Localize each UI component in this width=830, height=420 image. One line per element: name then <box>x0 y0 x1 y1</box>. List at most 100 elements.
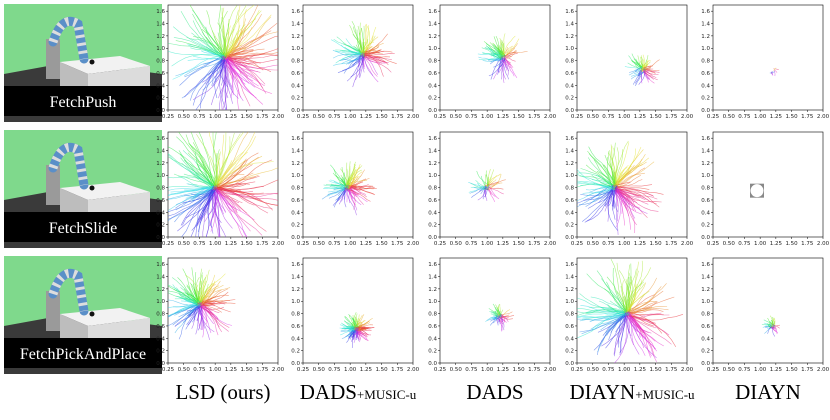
trajectory <box>619 311 630 355</box>
y-tick-label: 0.8 <box>156 312 165 318</box>
y-tick-label: 1.2 <box>701 287 710 293</box>
y-tick-label: 1.0 <box>291 299 300 305</box>
y-tick-label: 1.2 <box>701 161 710 167</box>
trajectory <box>627 293 645 312</box>
trajectory <box>761 324 772 326</box>
trajectory <box>476 170 489 186</box>
trajectory <box>629 314 640 355</box>
trajectory <box>346 56 363 82</box>
trajectory <box>323 185 347 190</box>
trajectory <box>223 14 272 58</box>
trajectory <box>191 189 217 196</box>
y-tick-label: 1.0 <box>428 299 437 305</box>
trajectory <box>216 189 241 193</box>
trajectory <box>323 184 345 187</box>
trajectory <box>348 314 359 328</box>
trajectory <box>222 59 241 98</box>
trajectories <box>339 312 375 348</box>
trajectory <box>577 187 615 202</box>
y-tick-label: 1.4 <box>428 275 437 281</box>
trajectory <box>168 186 214 189</box>
x-tick-label: 0.25 <box>571 241 584 247</box>
y-tick-label: 0.8 <box>428 312 437 318</box>
x-tick-label: 1.50 <box>375 114 388 120</box>
trajectory <box>225 55 264 89</box>
x-tick-label: 1.25 <box>497 241 510 247</box>
trajectory <box>580 168 616 187</box>
y-tick-label: 1.0 <box>156 46 165 52</box>
x-tick-label: 0.25 <box>162 241 175 247</box>
trajectory <box>344 186 347 208</box>
x-tick-label: 0.50 <box>178 114 191 120</box>
y-tick-label: 1.6 <box>156 9 165 15</box>
y-tick-label: 0.8 <box>565 59 574 65</box>
y-tick-label: 0.2 <box>701 349 710 355</box>
trajectory <box>481 51 503 56</box>
trajectory <box>348 185 375 188</box>
trajectory <box>189 143 216 188</box>
trajectory <box>625 268 637 314</box>
y-tick-label: 1.4 <box>156 149 165 155</box>
trajectory <box>168 186 215 200</box>
trajectory <box>225 24 246 58</box>
x-tick-label: 0.50 <box>587 241 600 247</box>
trajectory <box>486 176 489 190</box>
env-label: FetchPush <box>50 94 117 111</box>
trajectory <box>349 186 367 195</box>
y-tick-label: 0.6 <box>428 324 437 330</box>
trajectory <box>200 299 236 306</box>
x-tick-label: 0.75 <box>465 114 478 120</box>
trajectories <box>168 5 278 110</box>
trajectory <box>172 306 199 308</box>
env-image: FetchPickAndPlace <box>4 256 162 374</box>
y-tick-label: 0.4 <box>291 210 300 216</box>
trajectory <box>626 281 645 312</box>
plot: 0.25 0.50 0.75 1.00 1.25 1.50 1.75 2.00 0.0 0.2 0.… <box>291 131 420 247</box>
trajectories <box>577 258 684 363</box>
plot-area <box>302 257 414 364</box>
method-name: DADS <box>466 380 523 404</box>
x-tick-label: 0.75 <box>602 114 615 120</box>
trajectory <box>771 327 776 337</box>
trajectory <box>481 47 502 60</box>
trajectory <box>181 189 215 237</box>
trajectory <box>628 314 655 356</box>
y-tick-label: 0.6 <box>428 198 437 204</box>
trajectory <box>197 302 220 313</box>
y-tick-label: 0.2 <box>156 96 165 102</box>
x-tick-label: 1.75 <box>801 367 814 373</box>
trajectory <box>770 71 774 76</box>
x-tick-label: 0.75 <box>328 241 341 247</box>
y-tick-label: 0.0 <box>291 108 300 114</box>
y-tick-label: 0.2 <box>291 223 300 229</box>
trajectory <box>577 313 626 322</box>
x-tick-label: 2.00 <box>681 114 694 120</box>
y-tick-label: 0.8 <box>701 186 710 192</box>
trajectory <box>769 71 775 74</box>
trajectory <box>215 136 256 188</box>
x-tick-label: 0.50 <box>450 241 463 247</box>
trajectory <box>363 50 393 58</box>
y-tick-label: 1.2 <box>428 34 437 40</box>
column-label: DIAYN <box>735 380 801 404</box>
trajectory <box>193 283 201 305</box>
y-tick-label: 1.4 <box>701 22 710 28</box>
trajectory <box>346 188 357 216</box>
plot-area <box>302 131 414 238</box>
trajectory <box>629 267 652 314</box>
x-tick-label: 2.00 <box>407 241 420 247</box>
trajectories <box>485 303 515 332</box>
trajectory <box>612 181 631 187</box>
trajectory <box>611 185 619 213</box>
x-tick-label: 1.75 <box>391 114 404 120</box>
trajectory <box>492 318 498 320</box>
trajectory <box>612 186 650 190</box>
trajectory <box>223 9 247 58</box>
y-tick-label: 1.4 <box>291 22 300 28</box>
trajectory <box>224 31 278 59</box>
trajectory <box>485 43 503 57</box>
trajectory <box>201 28 226 58</box>
trajectory <box>186 285 198 304</box>
y-tick-label: 0.2 <box>428 349 437 355</box>
trajectory <box>348 171 363 189</box>
